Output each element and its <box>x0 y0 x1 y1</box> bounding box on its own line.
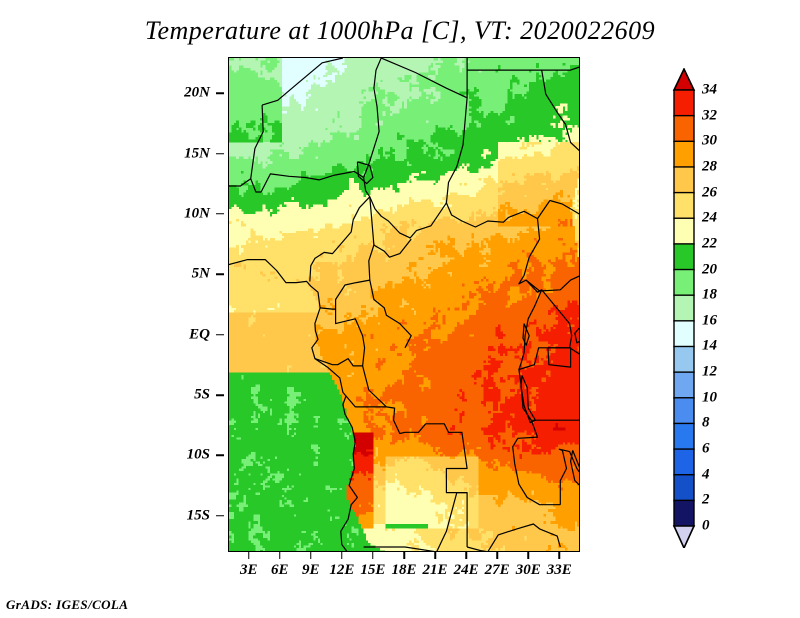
colorbar-tick-label: 6 <box>702 440 710 457</box>
colorbar-band <box>673 89 695 117</box>
temperature-band <box>229 166 579 551</box>
x-tick-label: 27E <box>484 562 510 578</box>
y-tick-label: 20N <box>184 84 210 101</box>
colorbar-over-arrow <box>672 68 696 91</box>
colorbar-tick-label: 4 <box>702 466 710 483</box>
colorbar-tick-label: 0 <box>702 517 710 534</box>
y-tick-mark <box>216 92 224 94</box>
colorbar-tick-label: 10 <box>702 389 717 406</box>
colorbar-band <box>673 268 695 297</box>
y-tick-mark <box>216 152 224 155</box>
colorbar-tick-label: 8 <box>702 414 710 431</box>
colorbar-tick-label: 16 <box>702 312 717 329</box>
temperature-band <box>349 300 579 481</box>
x-tick-mark <box>465 552 467 559</box>
colorbar-band <box>673 320 695 348</box>
x-tick-mark <box>247 552 250 559</box>
temperature-band <box>281 58 347 114</box>
x-tick-label: 33E <box>546 562 572 578</box>
x-tick-label: 3E <box>239 562 258 578</box>
x-tick-mark <box>372 552 374 559</box>
colorbar-band <box>673 499 695 528</box>
temperature-band <box>315 190 579 551</box>
x-tick-label: 6E <box>270 562 289 578</box>
colorbar-band <box>673 140 695 169</box>
y-tick-label: 15S <box>186 507 210 524</box>
colorbar-tick-label: 24 <box>702 209 717 226</box>
colorbar-band <box>673 166 695 194</box>
colorbar-band <box>673 474 695 502</box>
colorbar-tick-label: 20 <box>702 261 717 278</box>
colorbar-tick-label: 28 <box>702 158 717 175</box>
colorbar-swatches <box>672 68 696 548</box>
colorbar: 0 2 4 6 8 10 12 14 16 18 20 22 24 26 28 30 32 34 <box>668 68 798 548</box>
colorbar-band <box>673 217 695 245</box>
x-tick-label: 15E <box>360 562 386 578</box>
temperature-band <box>229 103 579 551</box>
colorbar-under-arrow <box>672 525 696 548</box>
y-tick-mark <box>216 273 224 276</box>
x-tick-mark <box>403 552 405 559</box>
x-axis: 3E 6E 9E 12E 15E 18E 21E 24E 27E 30E 33E <box>228 552 580 592</box>
colorbar-band <box>673 345 695 374</box>
map-frame <box>228 57 580 552</box>
colorbar-band <box>673 191 695 220</box>
colorbar-band <box>673 294 695 322</box>
colorbar-band <box>673 114 695 143</box>
y-axis: 20N 15N 10N 5N EQ 5S 10S 15S <box>0 57 224 552</box>
page-title: Temperature at 1000hPa [C], VT: 20200226… <box>144 16 656 45</box>
y-tick-mark <box>216 333 224 336</box>
map-borders <box>229 58 579 551</box>
x-tick-label: 9E <box>302 562 320 578</box>
colorbar-band <box>673 422 695 451</box>
y-tick-label: 5S <box>194 386 210 403</box>
y-tick-label: 10N <box>184 205 210 222</box>
x-tick-mark <box>279 552 281 559</box>
y-tick-label: 10S <box>186 446 210 463</box>
colorbar-band <box>673 243 695 271</box>
y-tick-mark <box>216 454 224 457</box>
x-tick-label: 18E <box>391 562 417 578</box>
x-tick-label: 30E <box>515 562 541 578</box>
y-tick-mark <box>216 394 224 396</box>
temperature-field <box>229 58 579 551</box>
y-tick-label: EQ <box>189 326 210 343</box>
y-tick-mark <box>216 213 224 215</box>
colorbar-tick-label: 30 <box>702 132 717 149</box>
x-tick-label: 24E <box>453 562 479 578</box>
colorbar-tick-label: 22 <box>702 235 717 252</box>
colorbar-band <box>673 371 695 399</box>
colorbar-tick-label: 2 <box>702 491 710 508</box>
x-tick-label: 21E <box>422 562 448 578</box>
temperature-band <box>229 62 579 551</box>
temperature-band <box>229 142 579 551</box>
colorbar-tick-label: 18 <box>702 286 717 303</box>
temperature-band <box>346 218 579 517</box>
x-tick-mark <box>310 552 312 559</box>
temperature-band <box>229 58 482 169</box>
x-tick-mark <box>558 552 561 559</box>
y-tick-mark <box>216 515 224 517</box>
x-tick-label: 12E <box>329 562 355 578</box>
attribution-footer: GrADS: IGES/COLA <box>6 597 129 612</box>
colorbar-tick-label: 34 <box>702 81 717 98</box>
x-tick-mark <box>496 552 498 559</box>
colorbar-band <box>673 397 695 425</box>
map-panel <box>228 57 580 552</box>
y-tick-label: 5N <box>191 265 210 282</box>
colorbar-band <box>673 448 695 476</box>
colorbar-tick-label: 14 <box>702 337 717 354</box>
colorbar-tick-label: 12 <box>702 363 717 380</box>
colorbar-tick-label: 26 <box>702 184 717 201</box>
y-tick-label: 15N <box>184 145 210 162</box>
x-tick-mark <box>434 552 436 559</box>
x-tick-mark <box>341 552 343 559</box>
colorbar-tick-label: 32 <box>702 107 717 124</box>
x-tick-mark <box>527 552 529 559</box>
